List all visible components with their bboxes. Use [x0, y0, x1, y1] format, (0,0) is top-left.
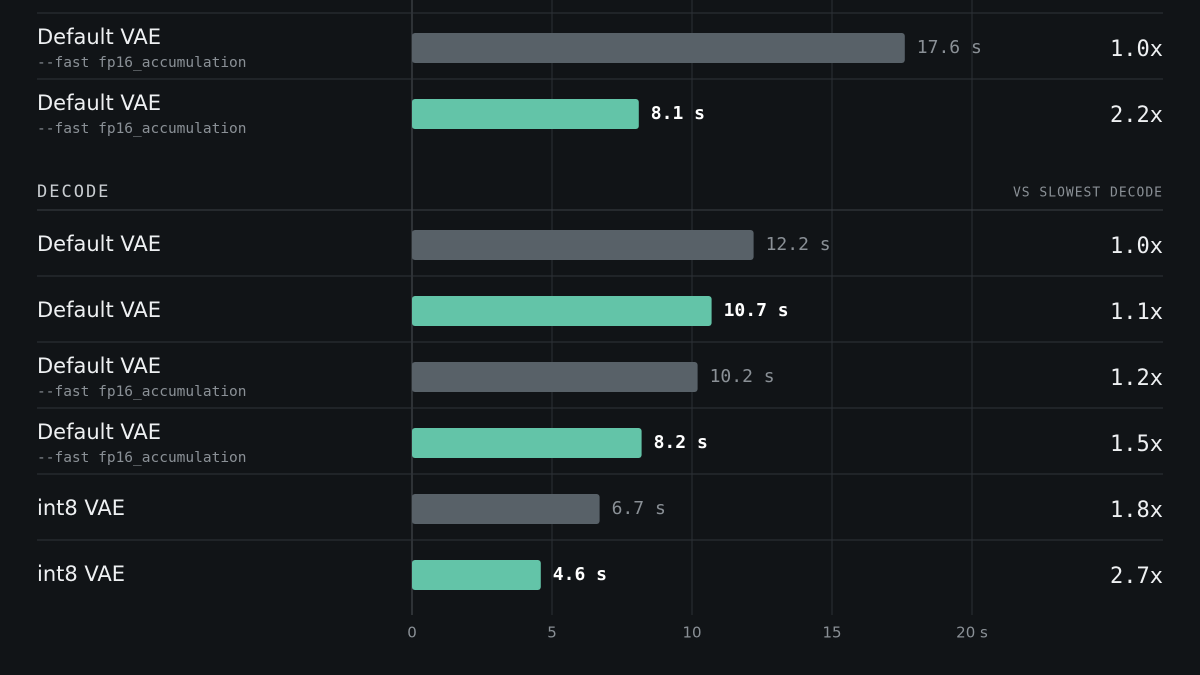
row-label: Default VAE	[37, 91, 161, 115]
row-label: Default VAE	[37, 354, 161, 378]
value-label: 8.2 s	[654, 432, 708, 453]
row-label: int8 VAE	[37, 496, 125, 520]
bar	[412, 296, 712, 326]
row-label: Default VAE	[37, 298, 161, 322]
ratio-label: 1.1x	[1110, 300, 1163, 325]
row-sublabel: --fast fp16_accumulation	[37, 121, 247, 137]
ratio-label: 1.8x	[1110, 498, 1163, 523]
ratio-label: 2.2x	[1110, 103, 1163, 128]
value-label: 6.7 s	[612, 498, 666, 519]
ratio-label: 1.0x	[1110, 37, 1163, 62]
row-label: Default VAE	[37, 25, 161, 49]
ratio-label: 1.2x	[1110, 366, 1163, 391]
ratio-label: 2.7x	[1110, 564, 1163, 589]
ratio-label: 1.0x	[1110, 234, 1163, 259]
bar	[412, 494, 600, 524]
bar	[412, 33, 905, 63]
x-tick-label: 10	[682, 624, 701, 642]
x-tick-label: 0	[407, 624, 417, 642]
row-label: Default VAE	[37, 420, 161, 444]
row-label: Default VAE	[37, 232, 161, 256]
value-label: 4.6 s	[553, 564, 607, 585]
x-tick-label: 15	[822, 624, 841, 642]
ratio-label: 1.5x	[1110, 432, 1163, 457]
value-label: 8.1 s	[651, 103, 705, 124]
bar	[412, 230, 754, 260]
section-note: VS SLOWEST DECODE	[1013, 186, 1163, 201]
bar	[412, 99, 639, 129]
row-sublabel: --fast fp16_accumulation	[37, 450, 247, 466]
value-label: 10.2 s	[710, 366, 775, 387]
value-label: 12.2 s	[766, 234, 831, 255]
x-tick-label: 20 s	[956, 624, 988, 642]
row-label: int8 VAE	[37, 562, 125, 586]
value-label: 17.6 s	[917, 37, 982, 58]
bar	[412, 362, 698, 392]
bar	[412, 560, 541, 590]
bar	[412, 428, 642, 458]
value-label: 10.7 s	[724, 300, 789, 321]
row-sublabel: --fast fp16_accumulation	[37, 384, 247, 400]
section-title: DECODE	[37, 182, 110, 202]
row-sublabel: --fast fp16_accumulation	[37, 55, 247, 71]
x-tick-label: 5	[547, 624, 557, 642]
